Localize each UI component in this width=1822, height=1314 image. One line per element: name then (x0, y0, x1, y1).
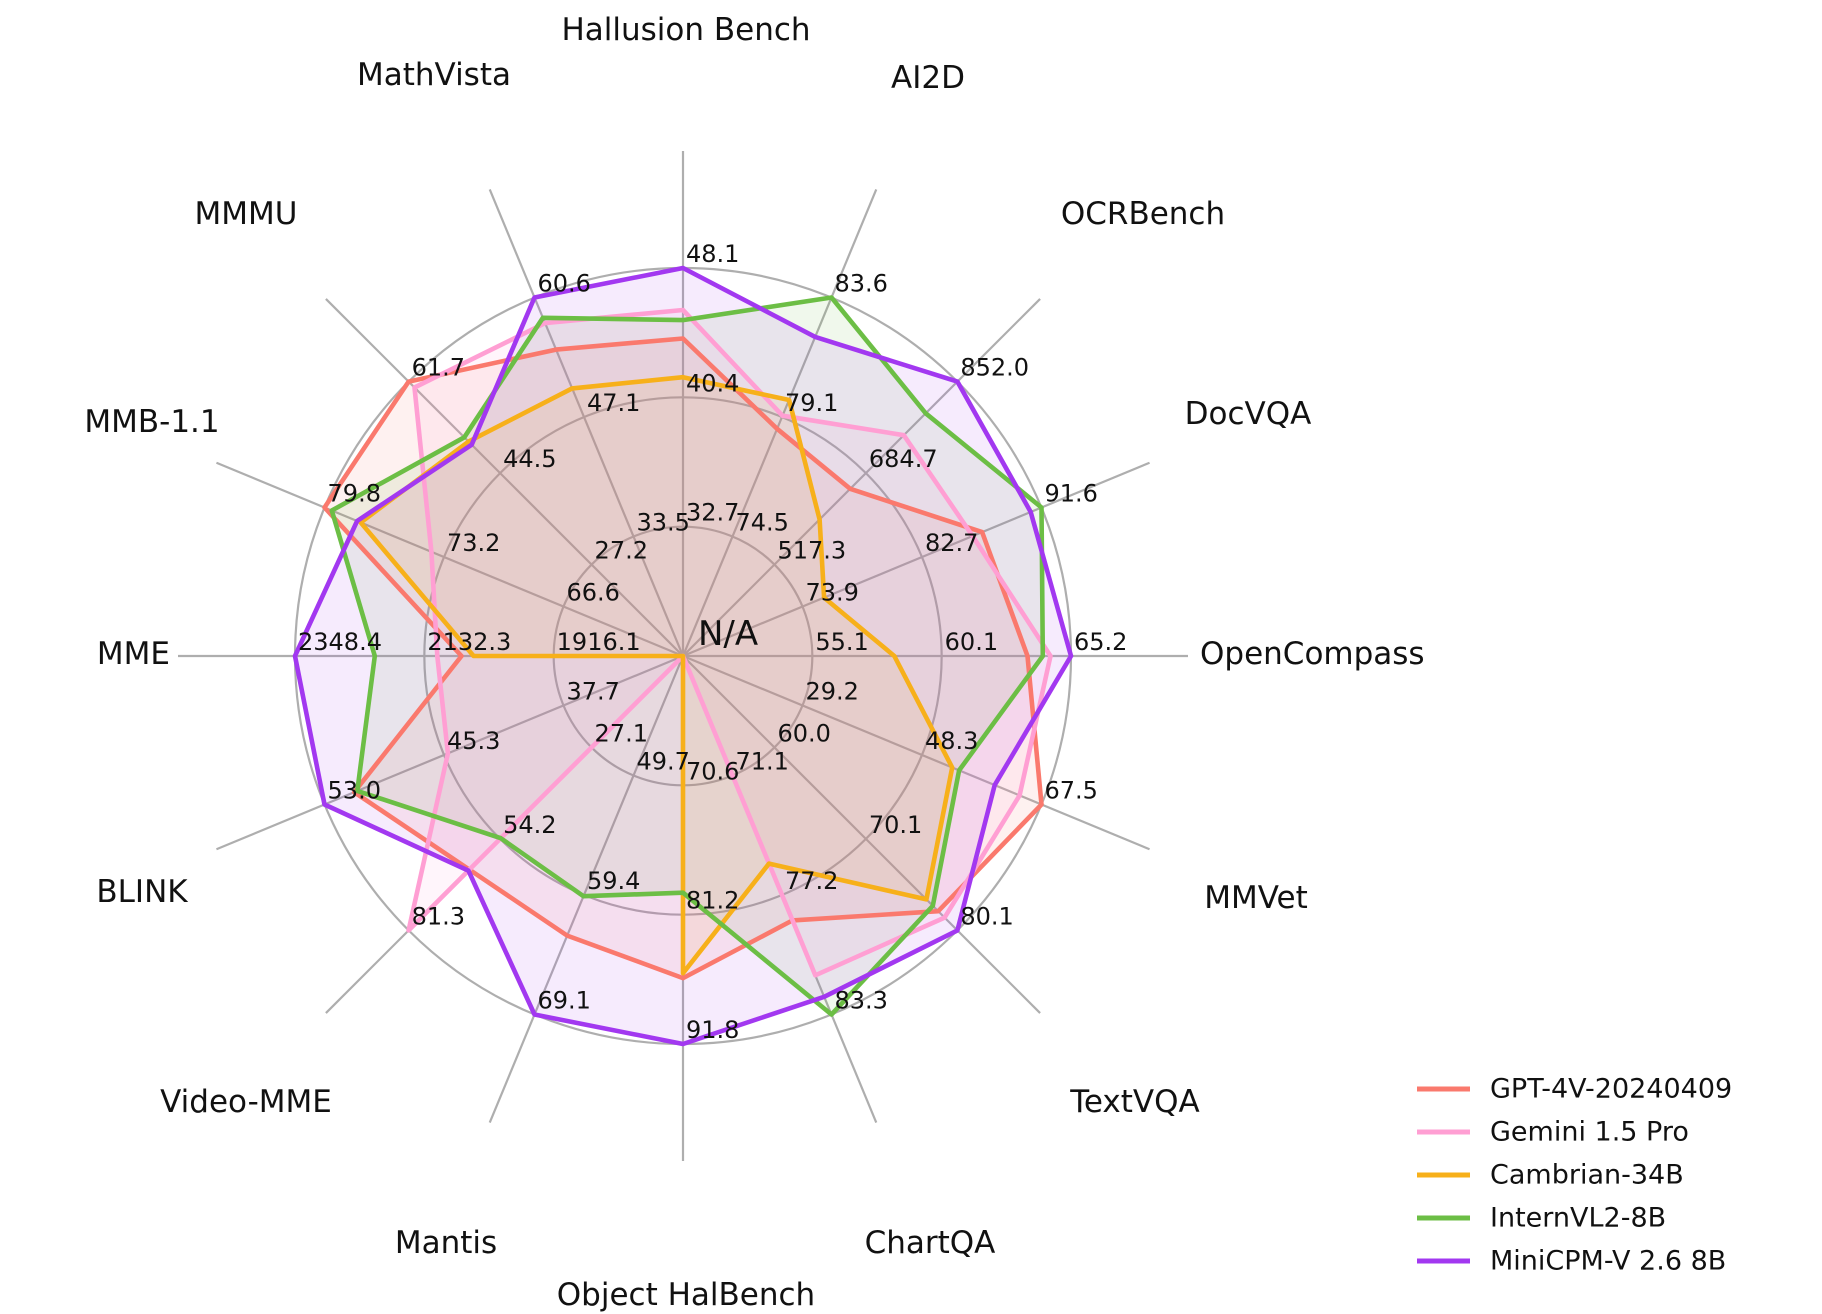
series-line-gemini-1-5-pro (406, 307, 1053, 978)
axis-label-textvqa: TextVQA (1069, 1084, 1200, 1120)
tick-label-mme-2: 2348.4 (298, 628, 382, 656)
tick-label-mantis-2: 69.1 (538, 986, 591, 1014)
tick-label-blink-0: 37.7 (567, 677, 620, 705)
tick-label-mathvista-1: 47.1 (587, 389, 640, 417)
tick-label-object-halbench-0: 70.6 (686, 757, 739, 785)
tick-label-opencompass-2: 65.2 (1074, 628, 1127, 656)
tick-label-mmvet-1: 48.3 (925, 727, 978, 755)
tick-label-textvqa-1: 70.1 (869, 811, 922, 839)
axis-spoke-mmvet (682, 654, 1150, 851)
tick-label-hallusion-bench-2: 48.1 (686, 240, 739, 268)
tick-label-ocrbench-1: 684.7 (869, 445, 938, 473)
axis-label-mantis: Mantis (395, 1225, 497, 1261)
tick-label-hallusion-bench-0: 32.7 (686, 499, 739, 527)
axis-label-mmb-1-1: MMB-1.1 (84, 404, 219, 440)
legend-label-internvl2-8b: InternVL2-8B (1490, 1203, 1666, 1234)
axis-label-mmvet: MMVet (1204, 880, 1308, 916)
axis-spoke-textvqa (682, 655, 1041, 1014)
tick-label-textvqa-2: 80.1 (960, 902, 1013, 930)
axis-spoke-mathvista (488, 189, 685, 657)
axis-label-ocrbench: OCRBench (1061, 196, 1225, 232)
axis-spoke-ai2d (681, 189, 878, 657)
tick-label-video-mme-2: 81.3 (412, 902, 465, 930)
series-line-minicpm-v-2-6-8b (292, 265, 1074, 1047)
legend-label-gpt-4v-20240409: GPT-4V-20240409 (1490, 1074, 1732, 1105)
tick-label-mmmu-1: 44.5 (503, 445, 556, 473)
axis-label-ai2d: AI2D (891, 60, 965, 96)
tick-label-object-halbench-1: 81.2 (686, 887, 739, 915)
axis-spoke-mantis (488, 655, 685, 1123)
series-fill-cambrian-34b (360, 377, 953, 974)
axis-spoke-docvqa (682, 461, 1150, 658)
tick-label-ocrbench-2: 852.0 (960, 354, 1029, 382)
tick-label-mantis-0: 49.7 (637, 747, 690, 775)
tick-label-docvqa-0: 73.9 (805, 579, 858, 607)
axis-label-blink: BLINK (96, 874, 188, 910)
tick-label-chartqa-2: 83.3 (834, 986, 887, 1014)
axis-label-chartqa: ChartQA (865, 1225, 996, 1261)
tick-label-mme-0: 1916.1 (557, 628, 641, 656)
legend-label-minicpm-v-2-6-8b: MiniCPM-V 2.6 8B (1490, 1246, 1726, 1277)
tick-label-mmmu-0: 27.2 (595, 537, 648, 565)
tick-label-mmb-1-1-0: 66.6 (567, 579, 620, 607)
axis-label-mmmu: MMMU (195, 196, 298, 232)
tick-label-opencompass-0: 55.1 (815, 628, 868, 656)
tick-label-hallusion-bench-1: 40.4 (686, 369, 739, 397)
axis-spoke-ocrbench (682, 298, 1041, 657)
series-fill-internvl2-8b (331, 297, 1043, 1015)
tick-label-mmvet-0: 29.2 (805, 677, 858, 705)
series-line-gpt-4v-20240409 (322, 336, 1044, 981)
tick-label-docvqa-2: 91.6 (1044, 480, 1097, 508)
tick-label-video-mme-0: 27.1 (595, 719, 648, 747)
tick-label-mantis-1: 59.4 (587, 867, 640, 895)
tick-label-video-mme-1: 54.2 (503, 811, 556, 839)
axis-label-mathvista: MathVista (357, 57, 511, 93)
tick-label-ai2d-2: 83.6 (834, 270, 887, 298)
tick-label-mathvista-0: 33.5 (637, 509, 690, 537)
tick-label-textvqa-0: 60.0 (777, 719, 830, 747)
tick-label-ai2d-1: 79.1 (785, 389, 838, 417)
tick-label-blink-1: 45.3 (447, 727, 500, 755)
tick-label-ai2d-0: 74.5 (735, 509, 788, 537)
series-line-internvl2-8b (329, 295, 1046, 1017)
axis-spoke-mmb-1-1 (216, 461, 684, 658)
tick-label-docvqa-1: 82.7 (925, 529, 978, 557)
tick-label-mmvet-2: 67.5 (1044, 776, 1097, 804)
tick-label-mmb-1-1-2: 79.8 (328, 480, 381, 508)
tick-label-chartqa-1: 77.2 (785, 867, 838, 895)
axis-label-hallusion-bench: Hallusion Bench (561, 12, 810, 48)
axis-label-object-halbench: Object HalBench (557, 1277, 815, 1313)
axis-label-docvqa: DocVQA (1185, 396, 1312, 432)
tick-label-mme-1: 2132.3 (427, 628, 511, 656)
legend-label-gemini-1-5-pro: Gemini 1.5 Pro (1490, 1117, 1689, 1148)
tick-label-mathvista-2: 60.6 (538, 270, 591, 298)
tick-label-blink-2: 53.0 (328, 776, 381, 804)
axis-spoke-mmmu (325, 298, 684, 657)
tick-label-mmb-1-1-1: 73.2 (447, 529, 500, 557)
axis-label-mme: MME (97, 636, 170, 672)
tick-label-mmmu-2: 61.7 (412, 354, 465, 382)
center-na-label: N/A (698, 614, 758, 654)
tick-label-chartqa-0: 71.1 (735, 747, 788, 775)
axis-label-opencompass: OpenCompass (1200, 636, 1425, 672)
axis-label-video-mme: Video-MME (160, 1084, 332, 1120)
tick-label-opencompass-1: 60.1 (945, 628, 998, 656)
series-fill-gemini-1-5-pro (408, 310, 1051, 976)
tick-label-object-halbench-2: 91.8 (686, 1016, 739, 1044)
legend-label-cambrian-34b: Cambrian-34B (1490, 1160, 1684, 1191)
tick-label-ocrbench-0: 517.3 (777, 537, 846, 565)
